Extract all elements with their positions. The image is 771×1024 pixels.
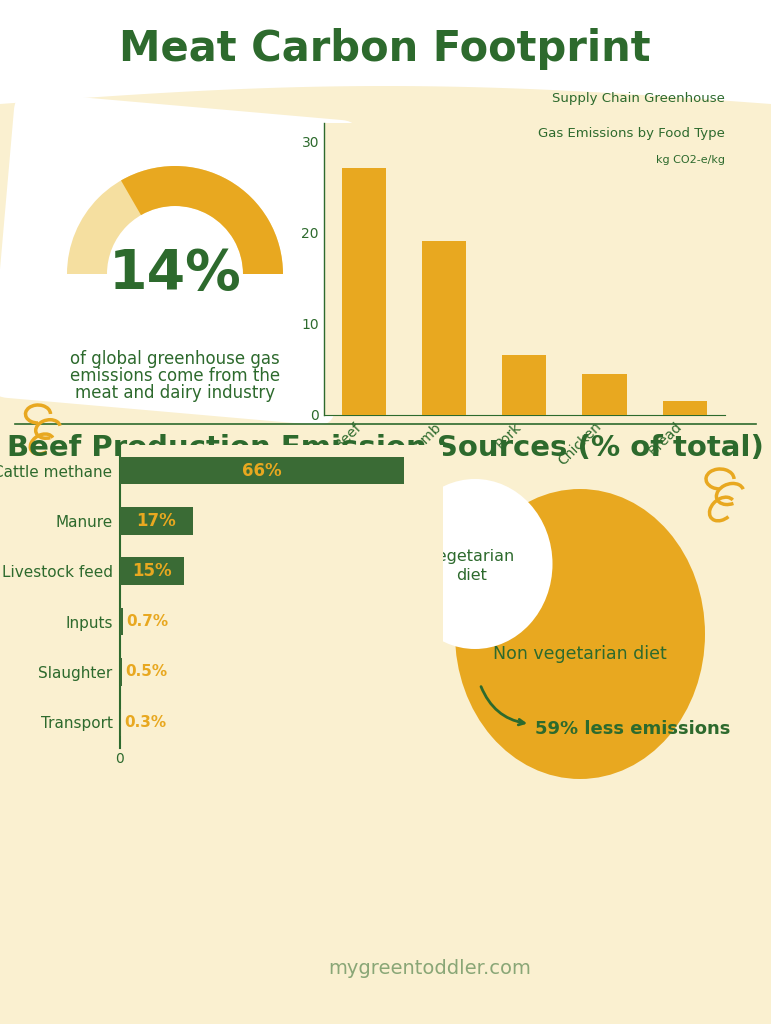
Text: Supply Chain Greenhouse: Supply Chain Greenhouse [552,91,725,104]
Text: meat and dairy industry: meat and dairy industry [75,384,275,402]
Text: 66%: 66% [242,462,281,479]
Text: Beef Production Emission Sources (% of total): Beef Production Emission Sources (% of t… [7,434,763,462]
Bar [422,242,466,415]
Text: 14%: 14% [109,247,241,301]
Text: Gas Emissions by Food Type: Gas Emissions by Food Type [538,127,725,140]
Bar [120,608,123,636]
Ellipse shape [686,163,695,170]
Ellipse shape [665,178,675,185]
Wedge shape [67,166,283,274]
Text: 0.7%: 0.7% [126,614,168,629]
Ellipse shape [673,168,682,175]
Ellipse shape [699,170,708,177]
Ellipse shape [695,199,705,206]
Text: Vegetarian
diet: Vegetarian diet [429,549,516,584]
Text: 0.3%: 0.3% [124,715,167,730]
Ellipse shape [703,186,712,194]
Ellipse shape [715,180,725,187]
Wedge shape [121,166,283,274]
Ellipse shape [455,489,705,779]
Bar [120,507,193,535]
Ellipse shape [678,184,688,191]
Text: 17%: 17% [136,512,176,530]
Text: 0.5%: 0.5% [125,665,167,680]
Ellipse shape [692,180,701,187]
Polygon shape [0,0,771,104]
Ellipse shape [708,205,716,212]
Bar [120,658,122,686]
Ellipse shape [398,479,553,649]
Ellipse shape [671,197,679,204]
Bar [582,374,627,415]
Text: emissions come from the: emissions come from the [70,367,280,385]
Ellipse shape [710,165,719,172]
Ellipse shape [683,203,692,210]
Bar [120,557,184,585]
Bar [502,355,547,415]
Text: of global greenhouse gas: of global greenhouse gas [70,350,280,368]
Bar [662,401,707,415]
Text: 15%: 15% [132,562,172,581]
Text: 59% less emissions: 59% less emissions [535,720,730,738]
FancyBboxPatch shape [0,93,359,425]
Text: mygreentoddler.com: mygreentoddler.com [328,959,531,979]
Text: Meat Carbon Footprint: Meat Carbon Footprint [120,28,651,70]
Bar [342,169,386,415]
Ellipse shape [661,161,669,168]
Bar [120,457,405,484]
Text: kg CO2-e/kg: kg CO2-e/kg [656,155,725,165]
Text: Non vegetarian diet: Non vegetarian diet [493,645,667,663]
Bar [120,709,121,736]
